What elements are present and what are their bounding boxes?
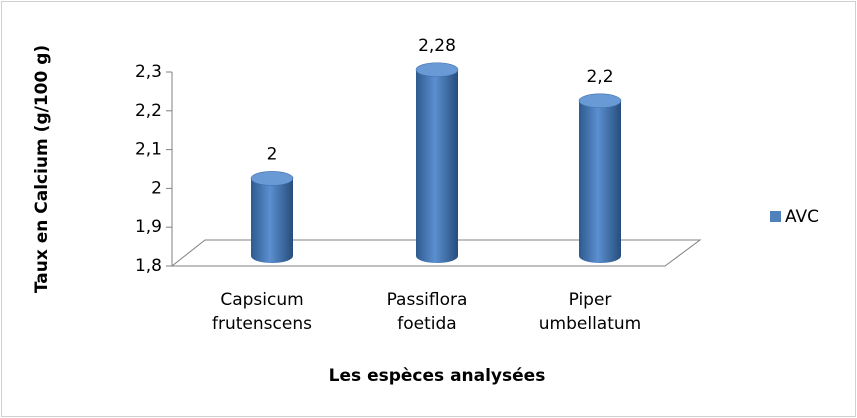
bar-body bbox=[251, 178, 293, 263]
x-tick-label: Capsicum frutenscens bbox=[212, 290, 312, 334]
y-tick-label: 2,2 bbox=[135, 101, 162, 121]
legend-swatch bbox=[770, 211, 781, 222]
y-tick-label: 1,9 bbox=[135, 217, 162, 237]
x-tick-label: Passiflora foetida bbox=[386, 290, 468, 334]
bar-top bbox=[578, 93, 622, 109]
legend-label: AVC bbox=[785, 207, 819, 227]
data-label: 2,2 bbox=[586, 67, 613, 87]
y-tick-label: 2,1 bbox=[135, 140, 162, 160]
x-axis-title: Les espèces analysées bbox=[329, 366, 546, 386]
y-tick-label: 2 bbox=[151, 178, 162, 198]
y-axis-title: Taux en Calcium (g/100 g) bbox=[32, 45, 52, 293]
data-label: 2 bbox=[267, 144, 278, 164]
y-tick-label: 1,8 bbox=[135, 256, 162, 276]
bar-body bbox=[579, 100, 621, 263]
bar-top bbox=[250, 171, 294, 186]
bar-top bbox=[415, 62, 459, 78]
bar-body bbox=[416, 69, 458, 263]
x-tick-label: Piper umbellatum bbox=[538, 290, 642, 334]
data-label: 2,28 bbox=[418, 36, 456, 56]
y-tick-label: 2,3 bbox=[135, 62, 162, 82]
